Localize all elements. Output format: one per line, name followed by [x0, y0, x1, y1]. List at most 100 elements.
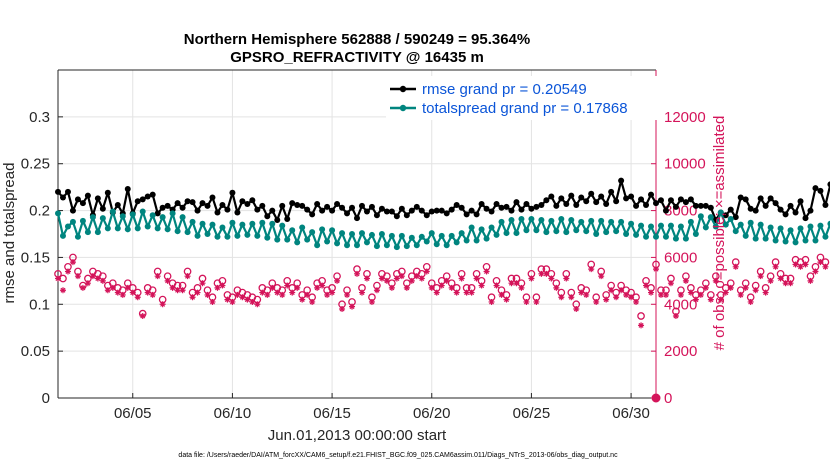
totalspread-point: [169, 210, 176, 217]
rmse-point: [59, 194, 66, 201]
obs-assimilated-point: [772, 263, 779, 270]
obs-assimilated-point: [194, 289, 201, 296]
rmse-point: [618, 177, 625, 184]
rmse-point: [782, 211, 789, 218]
totalspread-point: [533, 227, 540, 234]
totalspread-point: [812, 237, 819, 244]
rmse-point: [453, 201, 460, 208]
totalspread-point: [553, 228, 560, 235]
x-tick-label: 06/20: [413, 405, 451, 422]
totalspread-point: [254, 232, 261, 239]
rmse-point: [563, 201, 570, 208]
totalspread-point: [578, 218, 585, 225]
totalspread-point: [339, 230, 346, 237]
rmse-point: [354, 215, 360, 222]
rmse-point: [827, 181, 830, 188]
rmse-point: [648, 191, 655, 198]
rmse-point: [74, 196, 81, 203]
totalspread-point: [458, 230, 465, 237]
rmse-point: [164, 202, 171, 209]
rmse-point: [418, 207, 425, 214]
rmse-point: [518, 206, 525, 213]
rmse-point: [299, 202, 306, 209]
rmse-point: [289, 200, 296, 207]
obs-assimilated-point: [324, 291, 331, 298]
obs-assimilated-point: [418, 275, 425, 282]
obs-assimilated-point: [782, 280, 789, 287]
obs-assimilated-point: [304, 291, 311, 298]
totalspread-point: [787, 227, 794, 234]
totalspread-point: [448, 232, 455, 239]
obs-assimilated-point: [69, 259, 76, 266]
totalspread-point: [179, 214, 186, 221]
obs-assimilated-point: [448, 284, 455, 291]
totalspread-point: [568, 216, 575, 223]
obs-assimilated-point: [598, 273, 605, 280]
obs-assimilated-point: [294, 284, 301, 291]
obs-assimilated-point: [528, 275, 535, 282]
rmse-point: [787, 202, 794, 209]
obs-assimilated-point: [523, 298, 530, 305]
totalspread-point: [687, 218, 694, 225]
obs-assimilated-point: [264, 291, 271, 298]
obs-assimilated-point: [648, 289, 655, 296]
rmse-point: [727, 206, 734, 213]
totalspread-point: [653, 233, 659, 240]
totalspread-point: [657, 222, 664, 229]
rmse-point: [503, 203, 510, 210]
obs-assimilated-point: [458, 275, 465, 282]
totalspread-point: [498, 218, 505, 225]
obs-assimilated-point: [623, 291, 630, 298]
totalspread-point: [84, 229, 91, 236]
rmse-point: [533, 203, 540, 210]
rmse-point: [558, 195, 565, 202]
obs-assimilated-point: [548, 275, 555, 282]
totalspread-point: [802, 237, 809, 244]
totalspread-point: [264, 234, 271, 241]
totalspread-point: [408, 234, 415, 241]
obs-assimilated-point: [817, 259, 824, 266]
obs-assimilated-point: [139, 313, 146, 319]
totalspread-point: [513, 230, 520, 237]
totalspread-point: [523, 227, 530, 234]
obs-assimilated-point: [697, 291, 704, 298]
totalspread-point: [309, 229, 316, 236]
totalspread-point: [662, 233, 669, 240]
obs-assimilated-point: [408, 277, 415, 284]
obs-assimilated-point: [393, 275, 400, 282]
obs-assimilated-point: [438, 282, 445, 289]
totalspread-point: [478, 226, 485, 233]
rmse-point: [204, 202, 211, 209]
obs-assimilated-point: [593, 298, 600, 305]
rmse-point: [378, 205, 385, 212]
obs-assimilated-point: [588, 266, 595, 273]
obs-assimilated-point: [423, 268, 430, 275]
obs-assimilated-point: [583, 291, 590, 298]
totalspread-point: [373, 243, 380, 250]
rmse-point: [114, 201, 121, 208]
obs-assimilated-point: [453, 289, 460, 296]
obs-assimilated-point: [74, 273, 81, 280]
rmse-point: [478, 201, 485, 208]
rmse-point: [463, 211, 470, 218]
rmse-point: [677, 196, 684, 203]
rmse-point: [349, 204, 356, 211]
totalspread-point: [334, 240, 341, 247]
obs-assimilated-point: [687, 289, 694, 296]
rmse-point: [373, 212, 380, 219]
rmse-point: [324, 203, 331, 210]
rmse-point: [279, 202, 286, 209]
rmse-point: [613, 198, 620, 205]
obs-assimilated-point: [55, 275, 61, 282]
rmse-point: [428, 208, 435, 215]
rmse-point: [757, 195, 764, 202]
obs-assimilated-point: [149, 291, 156, 298]
obs-assimilated-point: [129, 289, 136, 296]
rmse-point: [543, 197, 550, 204]
rmse-point: [304, 206, 311, 213]
totalspread-point: [423, 238, 430, 245]
obs-assimilated-point: [378, 275, 385, 282]
totalspread-point: [114, 225, 121, 232]
totalspread-point: [69, 218, 76, 225]
rmse-point: [388, 208, 395, 215]
